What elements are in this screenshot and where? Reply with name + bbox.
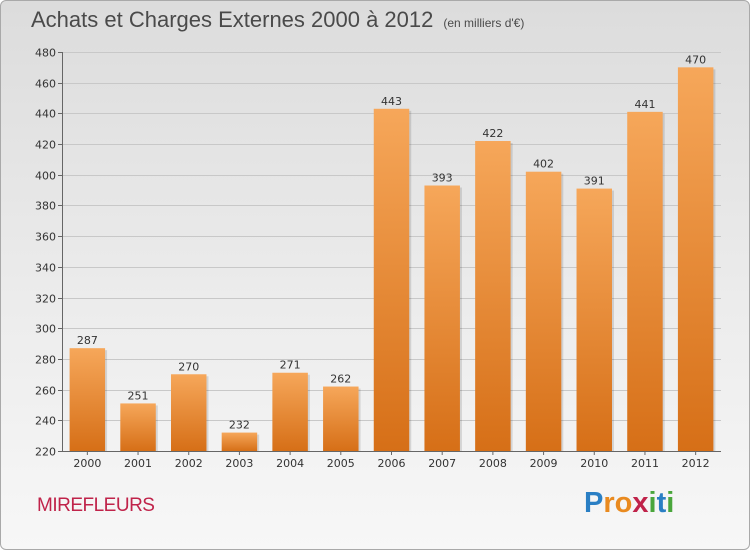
bar-value-label: 402 xyxy=(533,158,554,171)
bar xyxy=(576,188,613,452)
x-tick-label: 2002 xyxy=(175,457,203,470)
town-name: MIREFLEURS xyxy=(37,495,155,516)
bar xyxy=(373,108,410,452)
bar xyxy=(221,432,258,451)
logo-letter: P xyxy=(584,487,604,519)
y-tick-label: 280 xyxy=(35,354,56,367)
bar-value-label: 287 xyxy=(77,334,98,347)
y-tick-label: 380 xyxy=(35,200,56,213)
bar-value-label: 232 xyxy=(229,419,250,432)
bar-value-label: 470 xyxy=(685,53,706,66)
chart-subtitle: (en milliers d'€) xyxy=(443,16,525,30)
chart-title: Achats et Charges Externes 2000 à 2012 (e… xyxy=(31,7,524,33)
axes xyxy=(58,52,721,455)
bar-value-label: 391 xyxy=(584,175,605,188)
y-tick-label: 440 xyxy=(35,108,56,121)
logo-letter: x xyxy=(632,487,649,519)
bar xyxy=(627,111,663,451)
logo-letter: o xyxy=(614,487,633,519)
bar xyxy=(120,403,156,451)
x-tick-label: 2009 xyxy=(530,457,558,470)
y-tick-label: 480 xyxy=(35,47,56,60)
bar-value-label: 393 xyxy=(432,172,453,185)
bar-value-label: 422 xyxy=(482,127,503,140)
y-tick-label: 340 xyxy=(35,262,56,275)
y-tick-label: 460 xyxy=(35,78,56,91)
logo-letter: t xyxy=(656,487,667,519)
y-tick-label: 360 xyxy=(35,231,56,244)
bar-value-label: 262 xyxy=(330,373,351,386)
x-tick-label: 2008 xyxy=(479,457,507,470)
x-tick-label: 2006 xyxy=(378,457,406,470)
x-tick-label: 2003 xyxy=(225,457,253,470)
bar-value-label: 441 xyxy=(634,98,655,111)
x-tick-label: 2012 xyxy=(682,457,710,470)
bar xyxy=(323,386,359,451)
x-tick-label: 2004 xyxy=(276,457,304,470)
chart-title-text: Achats et Charges Externes 2000 à 2012 xyxy=(31,7,434,32)
x-tick-label: 2005 xyxy=(327,457,355,470)
y-tick-label: 300 xyxy=(35,323,56,336)
logo-letter: r xyxy=(603,487,615,519)
labels: 220 240 260 280 300 320 340 360 380 400 420 440 460 4… xyxy=(35,47,710,471)
bar xyxy=(170,374,207,451)
x-tick-label: 2001 xyxy=(124,457,152,470)
logo-letter: i xyxy=(666,487,675,519)
x-tick-label: 2007 xyxy=(428,457,456,470)
bar-value-label: 443 xyxy=(381,95,402,108)
bar xyxy=(424,185,460,451)
x-tick-label: 2000 xyxy=(73,457,101,470)
proxiti-logo[interactable]: Proxiti xyxy=(584,487,674,520)
bar xyxy=(272,372,308,451)
y-tick-label: 220 xyxy=(35,446,56,459)
x-tick-label: 2010 xyxy=(580,457,608,470)
y-tick-label: 400 xyxy=(35,170,56,183)
bar-value-label: 270 xyxy=(178,360,199,373)
x-tick-label: 2011 xyxy=(631,457,659,470)
y-tick-label: 320 xyxy=(35,293,56,306)
bar xyxy=(677,67,714,451)
bar xyxy=(475,141,511,451)
bar xyxy=(525,171,562,451)
y-tick-label: 420 xyxy=(35,139,56,152)
bar-value-label: 271 xyxy=(280,359,301,372)
y-tick-label: 260 xyxy=(35,385,56,398)
logo-letter: i xyxy=(648,487,657,519)
bars xyxy=(69,67,716,452)
bar-value-label: 251 xyxy=(128,389,149,402)
bar xyxy=(69,348,106,451)
y-tick-label: 240 xyxy=(35,415,56,428)
